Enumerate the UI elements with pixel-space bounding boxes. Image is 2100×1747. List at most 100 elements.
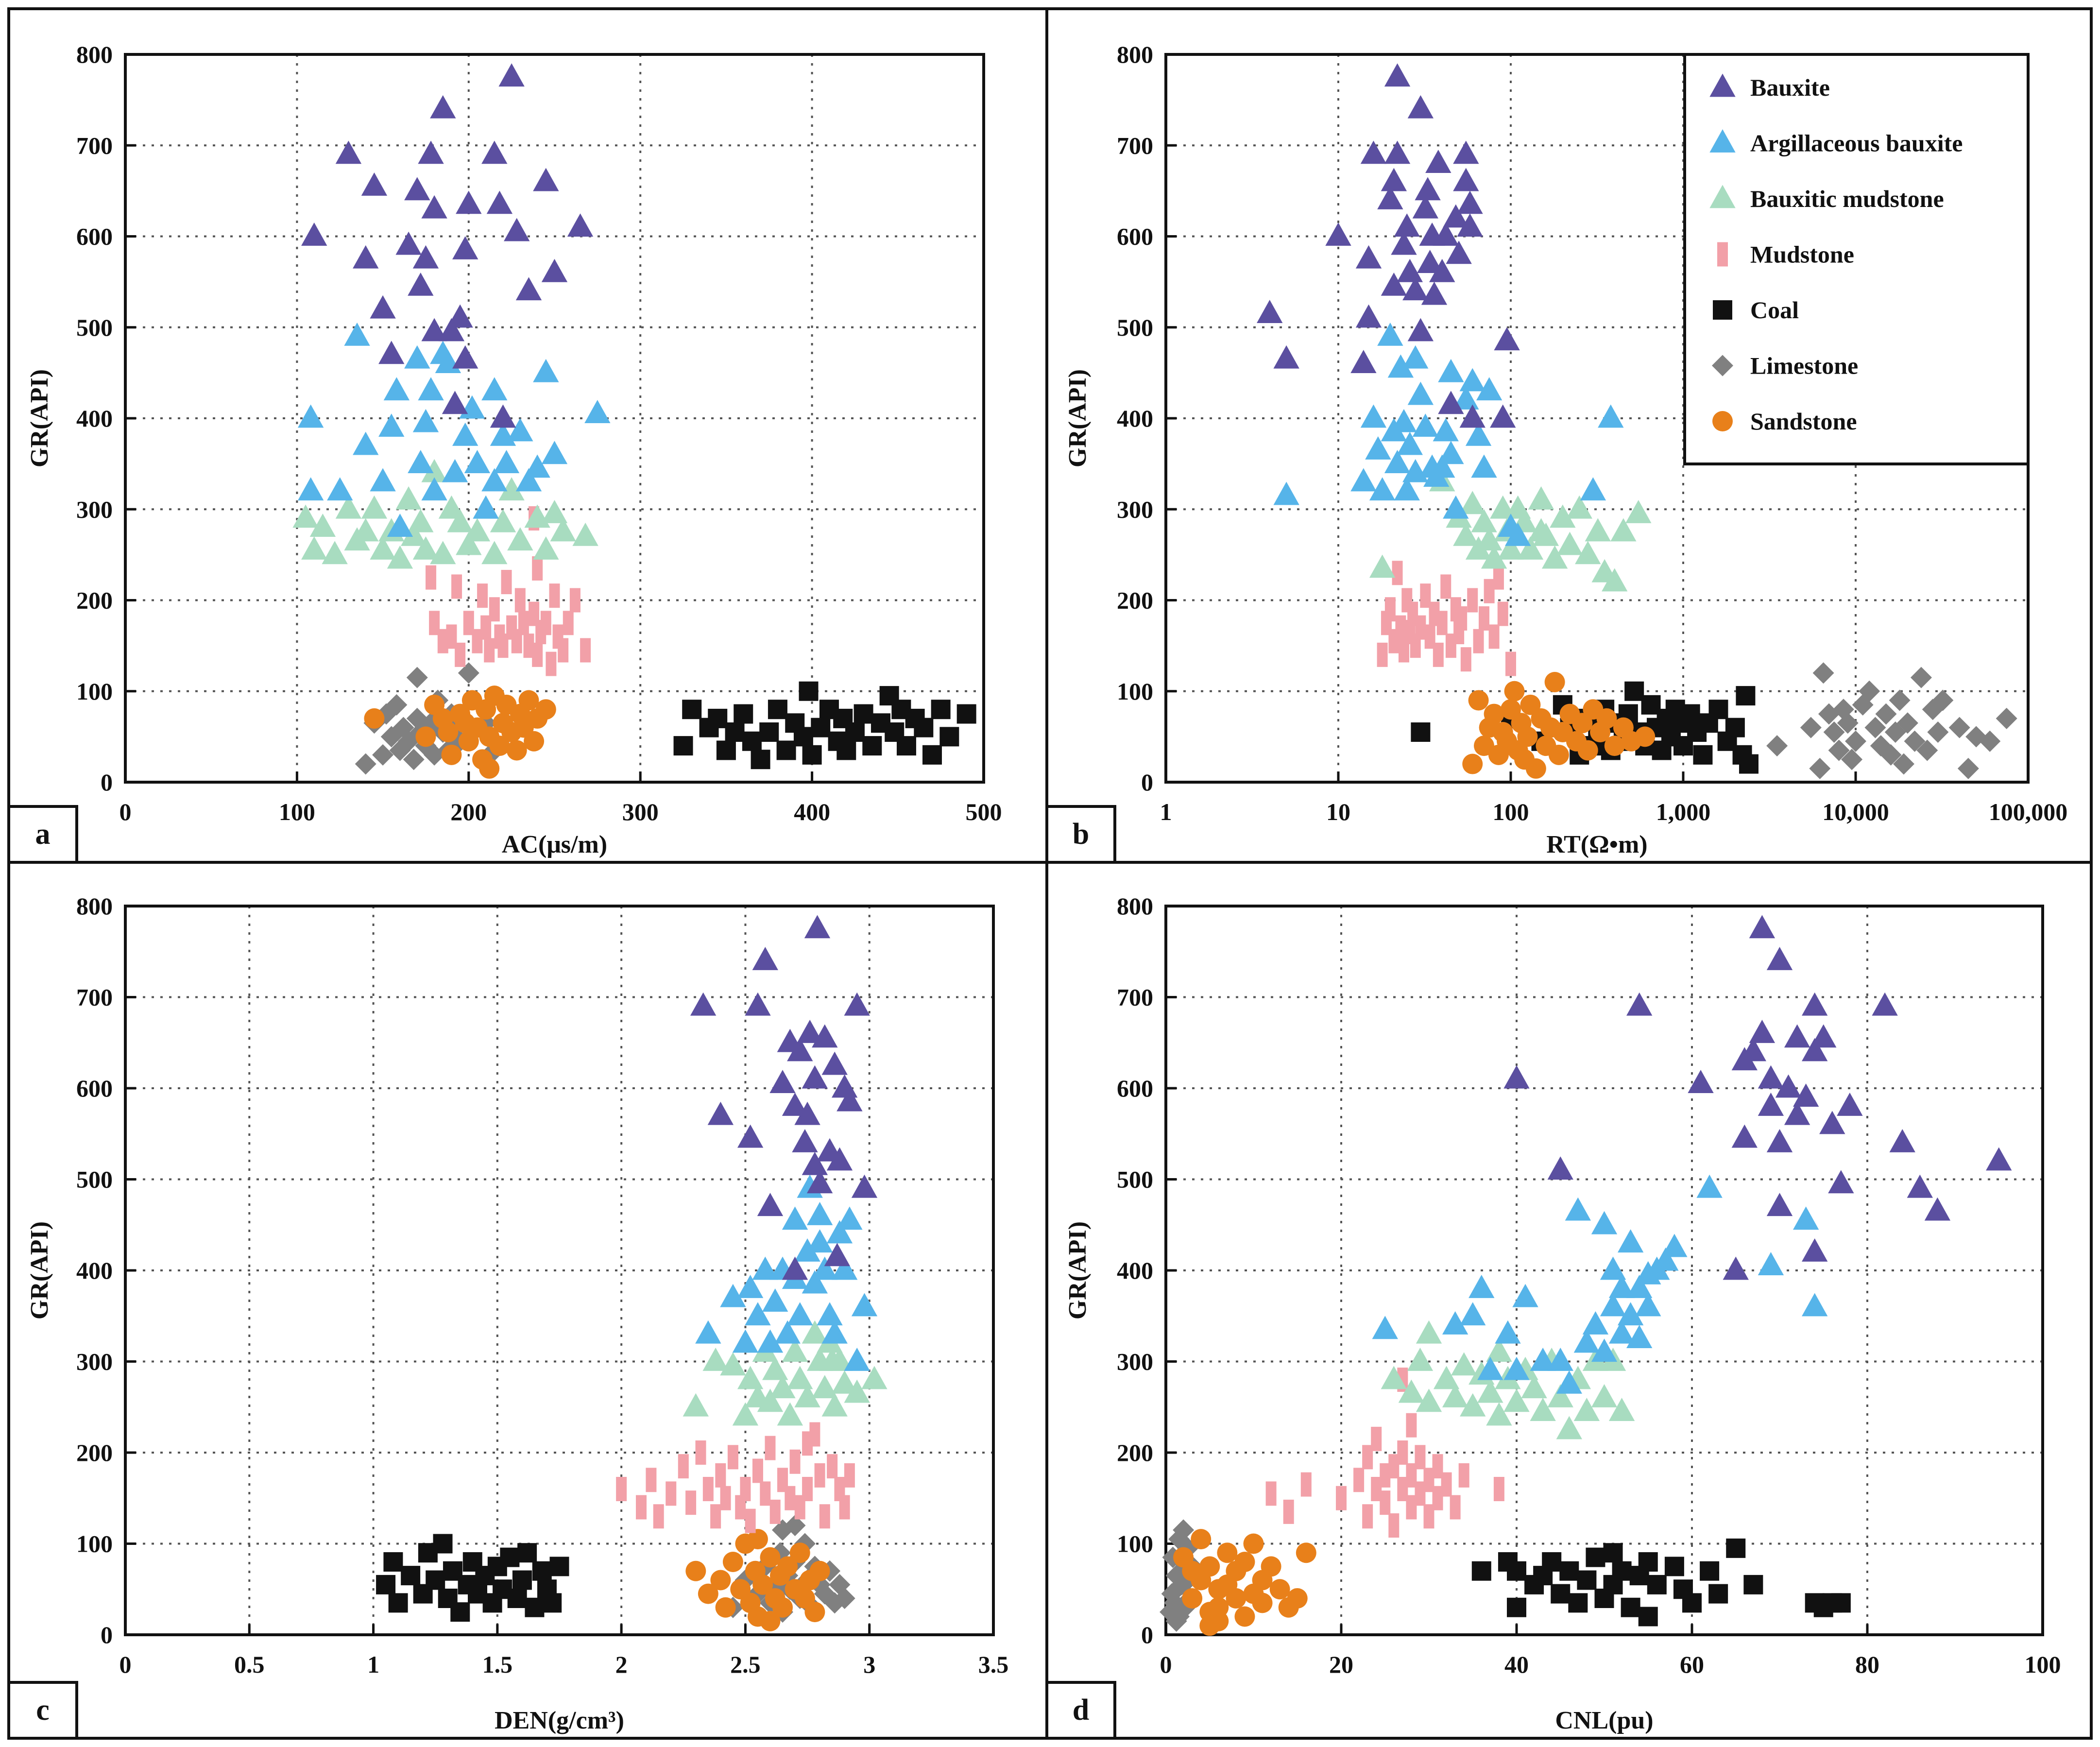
data-point-bauxite [486,190,513,214]
data-point-bauxite [1810,1024,1837,1048]
data-point-argillaceous-bauxite [327,477,353,501]
data-point-mudstone [1380,1490,1391,1515]
legend-item-coal: Coal [1713,296,1799,324]
data-point-coal [1624,681,1644,701]
data-point-coal [1743,1575,1763,1594]
panel-label: b [1073,818,1089,851]
data-point-mudstone [1450,1495,1461,1520]
data-point-mudstone [685,1490,697,1515]
data-point-sandstone [710,1570,731,1591]
x-tick-label: 1 [1160,798,1172,825]
data-point-bauxite [1407,318,1434,342]
data-point-limestone [1896,712,1918,734]
data-point-bauxitic-mudstone [1517,536,1544,560]
data-point-argillaceous-bauxite [1377,322,1403,346]
data-point-bauxite [1381,168,1407,191]
data-point-argillaceous-bauxite [1453,386,1479,410]
data-point-argillaceous-bauxite [774,1320,801,1344]
data-point-bauxite [412,245,439,269]
panel-label: d [1073,1694,1089,1727]
data-point-argillaceous-bauxite [1626,1325,1653,1348]
data-point-argillaceous-bauxite [1802,1293,1828,1317]
data-point-bauxite [1731,1124,1758,1148]
y-tick-label: 700 [76,984,113,1011]
data-point-sandstone [489,736,510,756]
data-point-argillaceous-bauxite [1556,1370,1582,1394]
data-point-bauxite [1453,140,1479,164]
data-point-argillaceous-bauxite [1608,1320,1635,1344]
data-point-sandstone [1577,740,1598,761]
data-point-bauxite [1459,404,1485,428]
data-point-bauxitic-mudstone [1481,545,1507,569]
data-point-mudstone [558,638,569,663]
data-point-coal [914,718,934,737]
panel-a: 0 100 200 300 400 500 0 100 200 300 400 500 600 700 80… [7,7,1048,864]
legend-item-sandstone: Sandstone [1712,408,1857,435]
data-point-coal [1647,1575,1667,1594]
data-point-limestone [1948,717,1970,738]
data-point-bauxitic-mudstone [490,509,516,532]
data-point-argillaceous-bauxite [1384,450,1411,473]
data-point-bauxite [1749,915,1776,939]
data-point-coal [802,745,822,765]
y-tick-label: 0 [1141,1621,1153,1648]
data-point-bauxite [370,295,396,319]
data-point-limestone [1893,753,1914,775]
data-point-bauxite [490,404,516,428]
data-point-limestone [772,1519,794,1541]
data-point-argillaceous-bauxite [794,1238,820,1262]
data-point-bauxite [452,236,478,259]
data-point-sandstone [715,1597,736,1618]
data-point-bauxitic-mudstone [1486,1338,1512,1362]
data-point-mudstone [569,588,580,613]
data-point-sandstone [772,1597,793,1618]
data-point-argillaceous-bauxite [442,459,468,482]
y-tick-label: 700 [1117,132,1153,159]
data-point-sandstone [1182,1588,1203,1609]
data-point-bauxite [1889,1129,1915,1152]
data-point-bauxitic-mudstone [1477,1379,1503,1403]
data-point-argillaceous-bauxite [1273,481,1299,505]
x-tick-label: 0 [1160,1651,1172,1678]
data-point-bauxite [1907,1174,1933,1198]
data-point-bauxitic-mudstone [1442,1384,1468,1407]
data-point-bauxite [1350,350,1377,373]
data-point-argillaceous-bauxite [732,1329,759,1353]
data-point-argillaceous-bauxite [418,377,444,401]
data-point-sandstone [364,708,385,729]
y-tick-label: 800 [1117,892,1153,920]
data-point-sandstone [1474,736,1495,756]
data-point-coal [956,704,976,724]
x-tick-label: 2.5 [730,1651,761,1678]
data-point-bauxitic-mudstone [732,1402,759,1426]
y-tick-label: 300 [1117,496,1153,523]
data-point-mudstone [549,583,560,608]
data-point-coal [388,1593,408,1613]
data-point-bauxite [408,272,434,296]
x-tick-label: 10 [1326,798,1350,825]
data-point-mudstone [769,1499,781,1524]
data-point-coal [793,727,813,747]
data-point-argillaceous-bauxite [1600,1256,1626,1280]
data-point-bauxite [421,318,447,342]
data-point-argillaceous-bauxite [1600,1293,1626,1317]
data-point-bauxitic-mudstone [322,541,348,565]
data-point-argillaceous-bauxite [1565,1197,1591,1221]
data-point-bauxitic-mudstone [777,1402,803,1426]
data-point-argillaceous-bauxite [812,1256,838,1280]
data-point-bauxitic-mudstone [421,459,447,482]
data-point-sandstone [809,1560,830,1581]
data-point-coal [500,1547,520,1567]
x-tick-label: 200 [450,798,487,825]
data-point-mudstone [1397,1477,1408,1501]
data-point-bauxitic-mudstone [301,536,327,560]
data-point-bauxitic-mudstone [1407,1347,1434,1371]
data-point-mudstone [1415,1481,1426,1506]
legend-marker-mudstone [1717,242,1728,267]
data-point-bauxitic-mudstone [844,1379,870,1403]
series-coal [376,1534,569,1622]
data-point-argillaceous-bauxite [297,404,324,428]
data-point-argillaceous-bauxite [837,1206,863,1230]
data-point-sandstone [1604,736,1625,756]
data-point-mudstone [1300,1472,1312,1497]
